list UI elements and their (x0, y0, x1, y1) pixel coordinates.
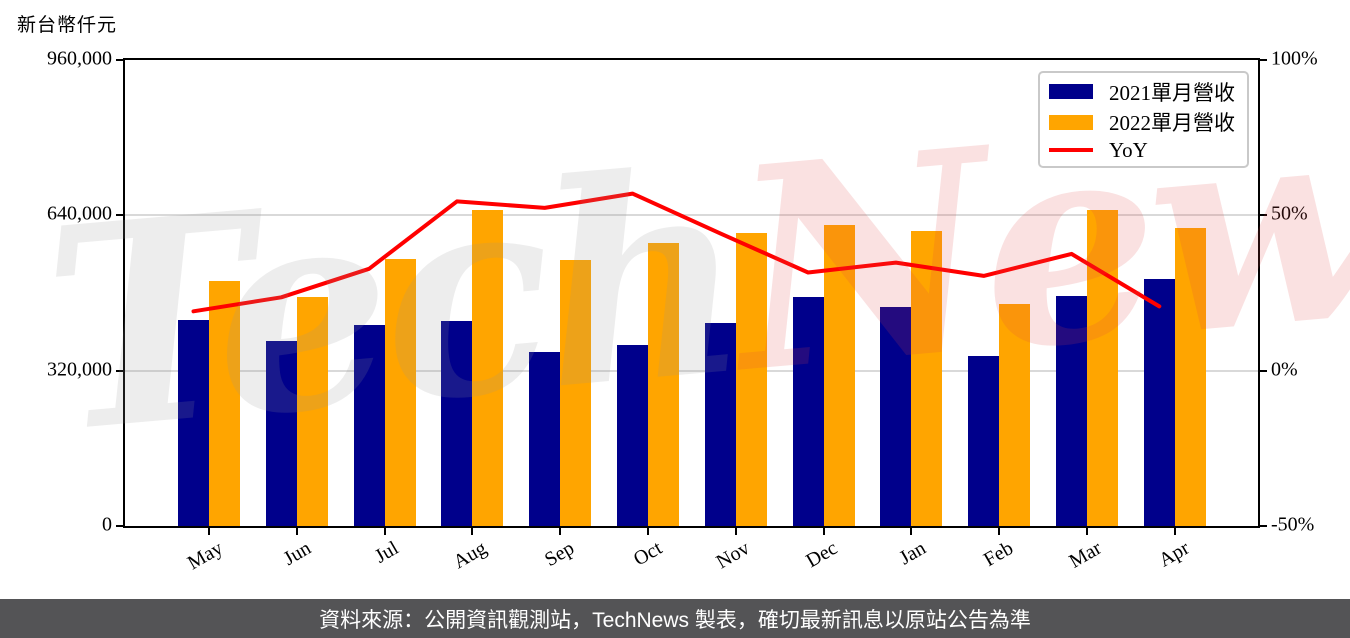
month-label-Oct: Oct (629, 537, 666, 571)
legend-label-2: YoY (1109, 137, 1148, 162)
right-axis-label: 100% (1271, 47, 1318, 70)
bar-2021單月營收-Oct (617, 345, 648, 526)
bar-2021單月營收-Jan (880, 307, 912, 526)
month-label-May: May (184, 537, 227, 575)
left-tick (116, 525, 123, 527)
bar-2021單月營收-Aug (441, 321, 473, 526)
left-tick (116, 369, 123, 372)
bar-2022單月營收-Jun (296, 296, 328, 526)
bar-2022單月營收-Jul (384, 258, 416, 526)
bar-2022單月營收-Sep (560, 260, 592, 526)
bar-2022單月營收-Mar (1087, 209, 1118, 526)
month-tick (910, 528, 913, 535)
top-spine (123, 58, 1260, 60)
left-axis-label: 640,000 (47, 202, 112, 225)
left-tick (116, 59, 123, 61)
source-footer: 資料來源：公開資訊觀測站，TechNews 製表，確切最新訊息以原站公告為準 (0, 599, 1350, 638)
bar-2021單月營收-May (178, 320, 209, 526)
legend-swatch-2 (1049, 148, 1093, 152)
month-label-Sep: Sep (541, 537, 579, 572)
month-label-Jul: Jul (371, 537, 403, 568)
month-label-Jan: Jan (895, 537, 930, 570)
month-tick (471, 528, 474, 535)
right-tick (1260, 214, 1267, 217)
legend-swatch-0 (1049, 84, 1093, 99)
month-label-Jun: Jun (279, 537, 315, 570)
month-tick (1173, 528, 1176, 535)
bar-2021單月營收-Apr (1143, 279, 1175, 526)
bar-2022單月營收-Dec (823, 224, 855, 526)
legend: 2021單月營收 2022單月營收 YoY (1038, 71, 1249, 168)
bar-2021單月營收-Jul (353, 324, 385, 526)
right-tick (1260, 525, 1267, 527)
bar-2021單月營收-Mar (1056, 295, 1087, 526)
month-tick (383, 528, 386, 535)
left-spine (123, 58, 125, 528)
right-spine (1258, 58, 1260, 528)
month-tick (822, 528, 825, 535)
right-axis-label: -50% (1271, 513, 1315, 536)
month-label-Nov: Nov (712, 537, 754, 574)
legend-label-1: 2022單月營收 (1109, 111, 1235, 135)
bar-2022單月營收-Feb (999, 303, 1031, 526)
bar-2021單月營收-Feb (968, 355, 1000, 526)
bar-2022單月營收-Aug (472, 209, 504, 526)
legend-item-2: YoY (1040, 138, 1247, 163)
legend-label-0: 2021單月營收 (1109, 80, 1235, 105)
month-tick (208, 528, 210, 535)
month-label-Dec: Dec (802, 537, 842, 573)
right-tick (1260, 369, 1267, 372)
left-axis-title: 新台幣仟元 (17, 15, 118, 36)
bar-2021單月營收-Dec (792, 296, 824, 526)
bar-2021單月營收-Sep (529, 351, 561, 526)
bottom-spine (123, 526, 1260, 528)
bar-2022單月營收-Apr (1174, 228, 1206, 526)
bar-2022單月營收-May (209, 280, 240, 526)
right-tick (1260, 59, 1267, 61)
month-tick (1086, 528, 1088, 535)
legend-swatch-1 (1049, 114, 1093, 130)
bar-2022單月營收-Jan (911, 230, 943, 526)
source-footer-text: 資料來源：公開資訊觀測站，TechNews 製表，確切最新訊息以原站公告為準 (319, 608, 1031, 632)
bar-2022單月營收-Oct (648, 242, 679, 526)
bar-2022單月營收-Nov (735, 232, 767, 526)
legend-item-0: 2021單月營收 (1040, 77, 1247, 107)
right-axis-label: 50% (1271, 202, 1308, 225)
right-axis-label: 0% (1271, 358, 1298, 381)
month-label-Aug: Aug (449, 537, 491, 574)
month-tick (295, 528, 298, 535)
month-label-Apr: Apr (1154, 537, 1193, 572)
bar-2021單月營收-Jun (265, 340, 297, 526)
left-axis-label: 0 (102, 513, 112, 536)
month-tick (998, 528, 1001, 535)
left-axis-label: 320,000 (47, 358, 112, 381)
month-tick (734, 528, 737, 535)
month-label-Mar: Mar (1065, 537, 1105, 573)
bar-2021單月營收-Nov (704, 322, 736, 526)
left-axis-label: 960,000 (47, 47, 112, 70)
left-tick (116, 214, 123, 217)
month-label-Feb: Feb (980, 537, 1018, 572)
month-tick (559, 528, 562, 535)
legend-item-1: 2022單月營收 (1040, 107, 1247, 137)
month-tick (647, 528, 649, 535)
gridline (125, 369, 1258, 372)
